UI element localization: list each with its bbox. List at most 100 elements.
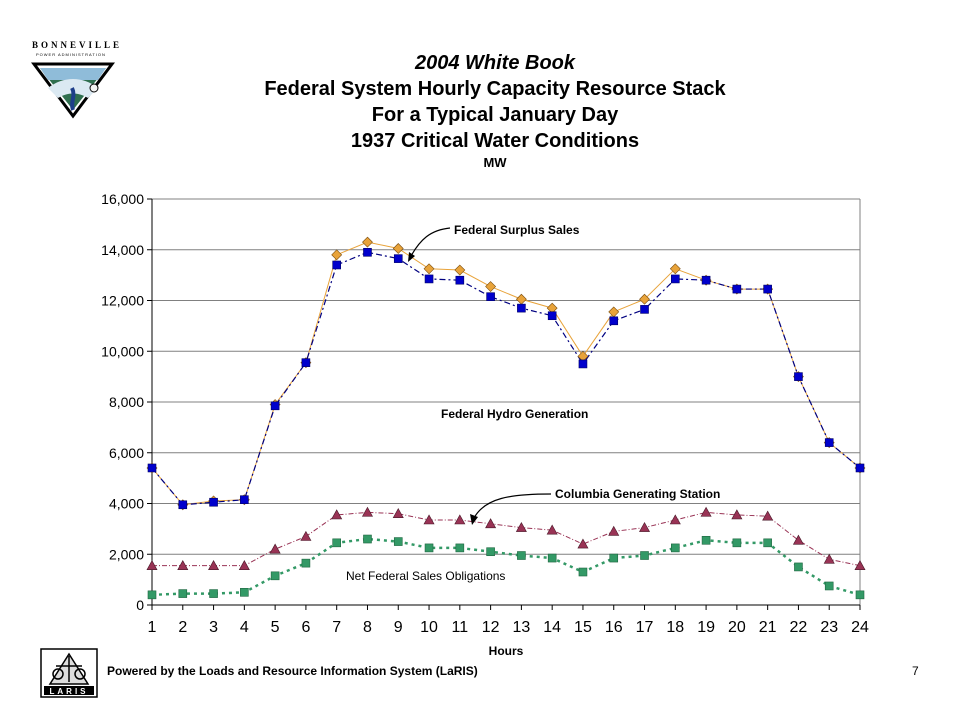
point-cgs [731, 509, 743, 520]
point-hydro [640, 305, 649, 314]
point-net [517, 551, 526, 560]
x-tick-label: 13 [512, 619, 530, 636]
x-tick-label: 14 [543, 619, 561, 636]
point-surplus [485, 281, 497, 292]
point-net [578, 567, 588, 577]
chart-title-block: 2004 White Book Federal System Hourly Ca… [120, 50, 870, 172]
point-net [147, 590, 157, 600]
point-cgs [238, 560, 250, 570]
laris-logo-text: LARIS [50, 687, 89, 696]
point-net [732, 538, 742, 548]
point-cgs [454, 514, 466, 525]
x-tick-label: 23 [820, 619, 838, 636]
point-net [640, 551, 649, 560]
x-tick-label: 12 [482, 619, 500, 636]
point-cgs [361, 506, 373, 517]
point-net [209, 589, 218, 598]
point-cgs [639, 521, 651, 532]
point-net [701, 535, 711, 545]
point-hydro [732, 284, 742, 294]
point-surplus [423, 263, 435, 275]
annotation-hydro: Federal Hydro Generation [441, 407, 588, 421]
y-tick-label: 12,000 [101, 293, 144, 309]
series-line-surplus [151, 241, 861, 506]
point-net [178, 589, 188, 598]
point-net [763, 538, 772, 548]
x-tick-label: 10 [420, 619, 438, 636]
point-net [270, 571, 280, 581]
x-tick-label: 6 [301, 619, 310, 636]
y-tick-label: 10,000 [101, 343, 144, 359]
title-line-4: 1937 Critical Water Conditions [350, 130, 640, 152]
point-net [609, 553, 619, 563]
x-tick-label: 3 [209, 619, 218, 636]
laris-logo: LARIS [40, 648, 98, 698]
y-tick-labels: 0 2,000 4,000 6,000 8,000 10,000 12,000 14,000 1… [101, 191, 144, 613]
point-cgs [700, 506, 712, 517]
x-tick-label: 4 [240, 619, 249, 636]
point-hydro [147, 463, 157, 473]
page-number: 7 [912, 664, 919, 678]
point-hydro [547, 311, 557, 321]
point-net [393, 537, 403, 546]
point-hydro [301, 358, 311, 367]
point-hydro [486, 292, 495, 301]
point-cgs [669, 514, 681, 525]
x-tick-label: 22 [790, 619, 808, 636]
logo-text: BONNEVILLE [32, 40, 123, 50]
point-surplus [608, 306, 620, 318]
x-tick-label: 18 [666, 619, 684, 636]
point-cgs [269, 543, 281, 554]
annotation-arrowhead-cgs [470, 514, 478, 525]
x-tick-labels: 1 2 3 4 5 6 7 8 9 10 11 12 13 14 15 16 17 18 19 20 21 22 23 24H… [148, 619, 869, 658]
y-tick-label: 6,000 [109, 445, 144, 461]
point-hydro [178, 500, 188, 510]
x-tick-label: 9 [394, 619, 403, 636]
point-hydro [578, 359, 588, 369]
x-tick-label: 20 [728, 619, 746, 636]
unit-label: MW [483, 155, 507, 170]
point-surplus [392, 243, 404, 254]
point-cgs [577, 538, 589, 549]
point-hydro [824, 438, 834, 447]
y-tick-label: 16,000 [101, 191, 144, 207]
point-surplus [639, 293, 650, 305]
x-tick-label: 21 [759, 619, 777, 636]
point-cgs [177, 560, 189, 570]
point-cgs [546, 524, 558, 535]
point-hydro [393, 254, 403, 263]
x-tick-label: 24 [851, 619, 869, 636]
y-tick-label: 2,000 [109, 546, 144, 562]
footer-powered-by: Powered by the Loads and Resource Inform… [107, 664, 478, 678]
annotation-cgs: Columbia Generating Station [555, 487, 720, 501]
x-tick-label: 11 [452, 619, 469, 636]
x-tick-label: 8 [363, 619, 372, 636]
series-line-cgs [152, 511, 861, 567]
point-net [547, 553, 557, 563]
point-hydro [855, 463, 865, 473]
point-hydro [609, 316, 619, 326]
point-cgs [146, 560, 158, 570]
point-cgs [392, 508, 404, 518]
point-surplus [669, 263, 681, 275]
x-tick-label: 1 [148, 619, 157, 636]
point-hydro [517, 303, 526, 313]
point-surplus [362, 236, 373, 248]
point-cgs [423, 514, 435, 525]
x-tick-label: 7 [332, 619, 341, 636]
point-cgs [608, 525, 620, 536]
point-cgs [485, 518, 497, 529]
x-tick-label: 5 [271, 619, 280, 636]
point-net [794, 562, 803, 572]
point-hydro [424, 274, 434, 284]
axes [147, 198, 861, 610]
point-net [486, 547, 495, 557]
point-hydro [794, 372, 803, 381]
series-group [146, 236, 866, 600]
point-hydro [363, 247, 372, 257]
point-cgs [515, 521, 527, 532]
point-net [855, 590, 865, 600]
x-tick-label: 15 [574, 619, 592, 636]
title-line-3: For a Typical January Day [371, 104, 619, 126]
y-tick-label: 8,000 [109, 394, 144, 410]
